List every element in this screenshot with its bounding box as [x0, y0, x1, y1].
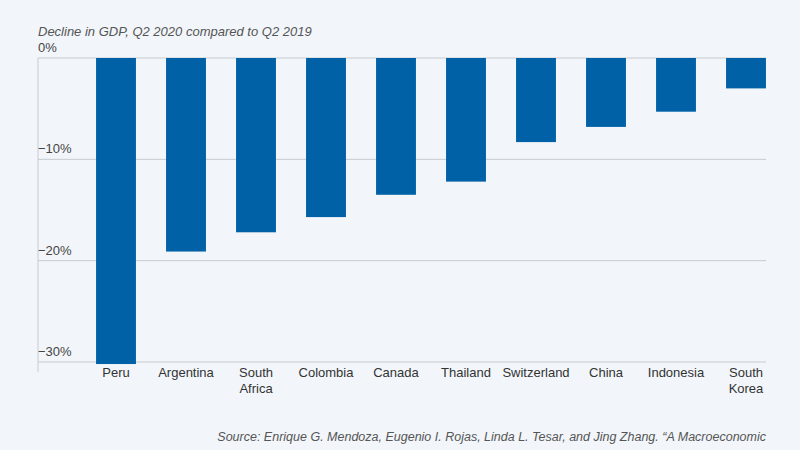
x-tick-label: Thailand — [441, 365, 491, 380]
x-tick-label: Canada — [373, 365, 419, 380]
y-axis-line — [38, 58, 39, 372]
label-line: South — [239, 365, 273, 380]
bar — [376, 58, 416, 195]
bar — [726, 58, 766, 88]
background — [0, 0, 800, 450]
x-tick-label: Argentina — [158, 365, 214, 380]
grid-line — [38, 260, 766, 261]
y-tick-label: 0% — [38, 40, 57, 55]
label-line: South — [729, 365, 763, 380]
chart: Decline in GDP, Q2 2020 compared to Q2 2… — [0, 0, 800, 450]
bar — [516, 58, 556, 142]
bar — [446, 58, 486, 182]
x-tick-label: Colombia — [299, 365, 355, 380]
grid-line — [38, 362, 766, 363]
title: Decline in GDP, Q2 2020 compared to Q2 2… — [38, 24, 312, 39]
label-line: Africa — [239, 381, 273, 396]
x-tick-label: SouthKorea — [729, 365, 764, 396]
y-tick-label: −30% — [38, 344, 72, 359]
y-tick-label: −20% — [38, 243, 72, 258]
x-tick-label: Switzerland — [502, 365, 569, 380]
bar — [306, 58, 346, 217]
label-line: Korea — [729, 381, 764, 396]
x-tick-label: SouthAfrica — [239, 365, 273, 396]
bar — [166, 58, 206, 252]
x-tick-label: Indonesia — [648, 365, 705, 380]
x-tick-label: China — [589, 365, 624, 380]
bars — [96, 58, 766, 364]
bar — [656, 58, 696, 112]
bar — [236, 58, 276, 232]
y-tick-label: −10% — [38, 141, 72, 156]
bar — [586, 58, 626, 127]
bar — [96, 58, 136, 364]
x-tick-label: Peru — [102, 365, 129, 380]
source: Source: Enrique G. Mendoza, Eugenio I. R… — [217, 430, 766, 444]
